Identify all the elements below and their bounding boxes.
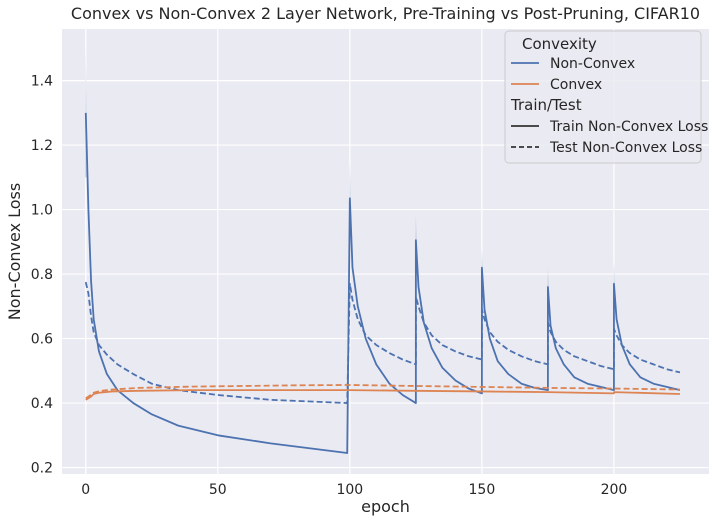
y-tick-label: 0.4	[31, 396, 53, 412]
legend-label-non-convex: Non-Convex	[550, 56, 635, 72]
x-ticks: 0 50 100 150 200	[81, 482, 627, 498]
legend: Convexity Non-Convex Convex Train/Test T…	[504, 30, 708, 164]
legend-label-train: Train Non-Convex Loss	[549, 119, 708, 135]
legend-label-test: Test Non-Convex Loss	[549, 140, 702, 156]
y-tick-label: 1.2	[31, 138, 53, 154]
x-tick-label: 50	[209, 482, 227, 498]
legend-style-title: Train/Test	[510, 96, 582, 114]
y-tick-label: 0.8	[31, 267, 53, 283]
legend-box	[504, 30, 702, 164]
y-axis-label: Non-Convex Loss	[5, 183, 24, 320]
legend-hue-title: Convexity	[522, 35, 597, 53]
series-lines	[84, 112, 681, 454]
chart-title: Convex vs Non-Convex 2 Layer Network, Pr…	[71, 4, 700, 23]
x-axis-label: epoch	[361, 497, 410, 516]
y-tick-label: 1.4	[31, 74, 53, 90]
y-tick-label: 0.6	[31, 332, 53, 348]
y-tick-label: 1.0	[31, 203, 53, 219]
y-ticks: 0.2 0.4 0.6 0.8 1.0 1.2 1.4	[31, 74, 53, 477]
x-tick-label: 150	[469, 482, 496, 498]
x-tick-label: 100	[336, 482, 363, 498]
series-line-convex-train	[85, 389, 680, 401]
series-line-non-convex-train	[84, 112, 681, 454]
legend-label-convex: Convex	[550, 77, 602, 93]
y-tick-label: 0.2	[31, 461, 53, 477]
x-tick-label: 0	[81, 482, 90, 498]
x-tick-label: 200	[601, 482, 628, 498]
